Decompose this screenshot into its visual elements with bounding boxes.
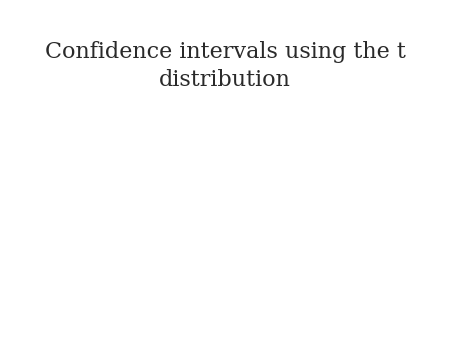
- Text: Confidence intervals using the t
distribution: Confidence intervals using the t distrib…: [45, 41, 405, 91]
